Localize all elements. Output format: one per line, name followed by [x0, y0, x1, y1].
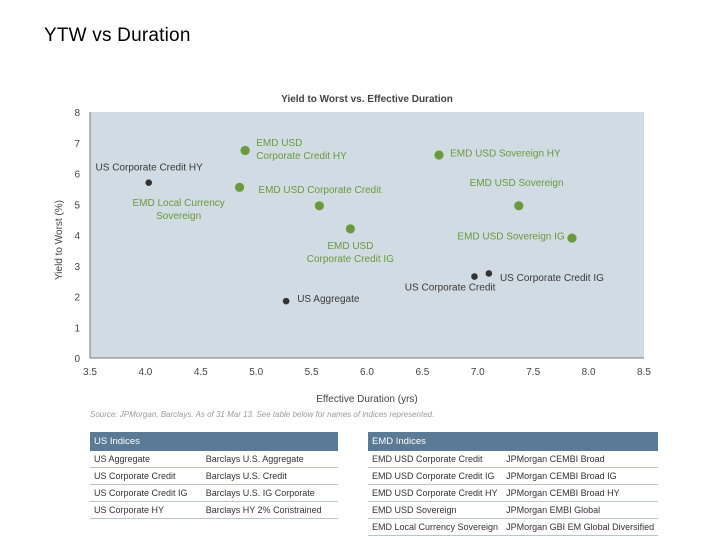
data-point — [145, 179, 153, 187]
table-header — [201, 432, 338, 451]
x-tick-label: 4.5 — [194, 367, 208, 378]
table-row: EMD Local Currency Sovereign JPMorgan GBI… — [368, 518, 659, 536]
index-benchmark: JPMorgan CEMBI Broad — [502, 451, 659, 468]
index-benchmark: Barclays U.S. IG Corporate — [201, 484, 338, 502]
data-point — [234, 182, 245, 192]
table-header: EMD Indices — [368, 432, 503, 451]
data-point — [485, 270, 493, 277]
index-name: EMD USD Corporate Credit — [368, 451, 503, 468]
y-tick-label: 4 — [74, 231, 80, 242]
y-tick-label: 7 — [74, 139, 80, 150]
data-point — [471, 273, 478, 280]
chart-source-note: Source: JPMorgan, Barclays. As of 31 Mar… — [90, 410, 435, 419]
chart-title: Yield to Worst vs. Effective Duration — [281, 94, 453, 105]
index-name: EMD USD Sovereign — [368, 501, 503, 519]
x-tick-label: 4.0 — [138, 367, 152, 378]
table-row: US Corporate Credit Barclays U.S. Credit — [90, 467, 338, 485]
y-tick-label: 6 — [74, 170, 80, 181]
point-label: US Corporate Credit — [405, 282, 496, 293]
x-tick-label: 5.0 — [249, 367, 263, 378]
index-benchmark: Barclays U.S. Aggregate — [201, 451, 338, 468]
table-row: US Corporate HY Barclays HY 2% Constraine… — [90, 501, 338, 519]
point-label: EMD USD Corporate Credit IG — [307, 241, 394, 265]
table-row: US Aggregate Barclays U.S. Aggregate — [90, 451, 338, 468]
emd-indices-table: EMD Indices EMD USD Corporate Credit JPMo… — [368, 432, 659, 536]
index-benchmark: JPMorgan CEMBI Broad HY — [502, 484, 659, 502]
y-tick-label: 2 — [74, 293, 80, 304]
x-tick-label: 8.5 — [637, 367, 651, 378]
index-name: EMD Local Currency Sovereign — [368, 518, 503, 536]
data-point — [567, 233, 577, 243]
point-label-line: EMD USD — [256, 138, 302, 149]
x-tick-label: 7.5 — [526, 367, 540, 378]
point-label: EMD Local Currency Sovereign — [133, 198, 225, 222]
y-tick-label: 1 — [74, 323, 80, 334]
point-label: EMD USD Sovereign HY — [450, 149, 561, 160]
scatter-chart: Yield to Worst vs. Effective Duration 3.5… — [54, 94, 651, 405]
data-point — [314, 201, 324, 211]
x-axis-label: Effective Duration (yrs) — [316, 394, 418, 405]
x-tick-label: 6.5 — [415, 367, 429, 378]
table-header — [502, 432, 659, 451]
point-label-line: US Corporate Credit HY — [96, 162, 204, 173]
index-benchmark: JPMorgan GBI EM Global Diversified — [502, 518, 659, 536]
page-title: YTW vs Duration — [44, 25, 191, 46]
x-tick-label: 6.0 — [360, 367, 374, 378]
point-label: US Corporate Credit IG — [500, 273, 604, 284]
data-point — [345, 224, 355, 234]
index-name: US Aggregate — [90, 451, 202, 468]
index-benchmark: Barclays HY 2% Constrained — [201, 501, 338, 519]
table-row: EMD USD Corporate Credit JPMorgan CEMBI B… — [368, 451, 659, 468]
point-label-line: EMD USD Sovereign IG — [457, 232, 564, 243]
index-benchmark: Barclays U.S. Credit — [201, 467, 338, 485]
point-label-line: EMD USD Sovereign HY — [450, 149, 561, 160]
point-label: EMD USD Sovereign — [470, 178, 564, 189]
y-tick-label: 3 — [74, 262, 80, 273]
y-tick-label: 8 — [74, 108, 80, 119]
point-label: EMD USD Corporate Credit HY — [256, 138, 347, 162]
point-label-line: US Corporate Credit IG — [500, 273, 604, 284]
point-label: US Corporate Credit HY — [96, 162, 204, 173]
index-benchmark: JPMorgan CEMBI Broad IG — [502, 467, 659, 485]
index-name: EMD USD Corporate Credit IG — [368, 467, 503, 485]
data-point — [240, 145, 250, 156]
data-point — [514, 201, 524, 211]
point-label-line: Corporate Credit IG — [307, 254, 394, 265]
table-header: US Indices — [90, 432, 202, 451]
x-tick-label: 8.0 — [582, 367, 596, 378]
y-axis-label: Yield to Worst (%) — [54, 200, 65, 280]
table-row: US Corporate Credit IG Barclays U.S. IG C… — [90, 484, 338, 502]
y-tick-label: 0 — [74, 354, 80, 365]
table-row: EMD USD Sovereign JPMorgan EMBI Global — [368, 501, 659, 519]
point-label-line: EMD USD — [327, 241, 373, 252]
index-name: US Corporate HY — [90, 501, 202, 519]
x-tick-label: 3.5 — [83, 367, 97, 378]
data-point — [282, 297, 290, 305]
point-label-line: Corporate Credit HY — [256, 151, 347, 162]
x-tick-label: 5.5 — [305, 367, 319, 378]
index-name: EMD USD Corporate Credit HY — [368, 484, 503, 502]
index-name: US Corporate Credit IG — [90, 484, 202, 502]
index-name: US Corporate Credit — [90, 467, 202, 485]
table-row: EMD USD Corporate Credit IG JPMorgan CEMB… — [368, 467, 659, 485]
point-label-line: US Corporate Credit — [405, 282, 496, 293]
point-label: US Aggregate — [297, 294, 360, 305]
table-row: EMD USD Corporate Credit HY JPMorgan CEMB… — [368, 484, 659, 502]
point-label-line: EMD Local Currency — [133, 198, 225, 209]
point-label-line: US Aggregate — [297, 294, 360, 305]
x-tick-label: 7.0 — [471, 367, 485, 378]
index-benchmark: JPMorgan EMBI Global — [502, 501, 659, 519]
us-indices-table: US Indices US Aggregate Barclays U.S. Agg… — [90, 432, 338, 519]
point-label-line: Sovereign — [156, 211, 201, 222]
point-label: EMD USD Corporate Credit — [258, 185, 381, 196]
y-tick-label: 5 — [74, 200, 80, 211]
point-label: EMD USD Sovereign IG — [457, 232, 564, 243]
point-label-line: EMD USD Corporate Credit — [258, 185, 381, 196]
plot-area — [90, 112, 644, 358]
data-point — [434, 150, 444, 160]
point-label-line: EMD USD Sovereign — [470, 178, 564, 189]
